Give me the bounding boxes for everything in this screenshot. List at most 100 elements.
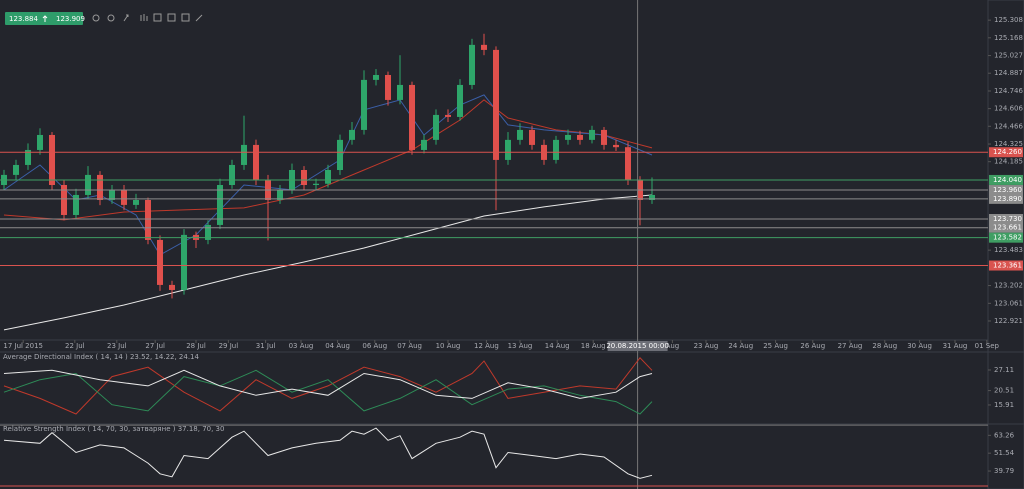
candle-body: [300, 170, 307, 185]
candle-body: [96, 174, 103, 200]
candle-body: [144, 199, 151, 240]
price-level-badge: [989, 214, 1023, 225]
y-tick-label: 20.51: [994, 387, 1014, 395]
panel-title: Relative Strength Index ( 14, 70, 30, за…: [3, 425, 224, 433]
x-tick-label: 30 Aug: [907, 342, 932, 350]
price-level-badge: [989, 147, 1023, 158]
price-level-label: 123.582: [993, 234, 1022, 242]
candle-body: [444, 114, 451, 117]
y-tick-label: 124.185: [994, 158, 1023, 166]
x-tick-label: 27 Aug: [838, 342, 863, 350]
indicator-icon[interactable]: [123, 14, 129, 22]
y-tick-label: 39.79: [994, 467, 1014, 475]
candle-body: [648, 194, 655, 200]
x-tick-label: 17 Jul 2015: [3, 342, 43, 350]
candle-body: [408, 84, 415, 150]
candle-body: [624, 147, 631, 180]
candle-body: [36, 134, 43, 150]
x-tick-label: 23 Jul: [107, 342, 127, 350]
price-level-badge: [989, 260, 1023, 271]
candle-body: [504, 139, 511, 160]
y-tick-label: 124.325: [994, 140, 1023, 148]
y-tick-label: 125.168: [994, 34, 1023, 42]
price-level-badge: [989, 174, 1023, 185]
candle-body: [456, 84, 463, 117]
y-tick-label: 123.202: [994, 282, 1023, 290]
candle-body: [228, 164, 235, 185]
price-level-label: 123.661: [993, 224, 1022, 232]
x-tick-label: 22 Jul: [65, 342, 85, 350]
candle-body: [216, 184, 223, 225]
y-tick-label: 63.26: [994, 431, 1015, 439]
candle-body: [324, 170, 331, 184]
screenshot-icon[interactable]: [181, 13, 190, 22]
candle-body: [396, 84, 403, 100]
x-tick-label: 31 Aug: [943, 342, 968, 350]
ask-price: 123.909: [56, 15, 85, 23]
y-tick-label: 15.91: [994, 401, 1014, 409]
x-tick-label: 01 Sep: [975, 342, 1000, 350]
x-tick-label: 23 Aug: [694, 342, 719, 350]
crosshair-label: 20.08.2015 00:00: [606, 342, 668, 350]
candle-body: [468, 44, 475, 85]
candle-body: [132, 199, 139, 205]
x-tick-label: 12 Aug: [474, 342, 499, 350]
y-tick-label: 124.746: [994, 87, 1023, 95]
candle-body: [12, 164, 19, 175]
candle-body: [204, 224, 211, 240]
price-level-label: 124.040: [993, 176, 1022, 184]
x-tick-label: 13 Aug: [508, 342, 533, 350]
x-tick-label: 04 Aug: [325, 342, 350, 350]
x-tick-label: Aug: [666, 342, 680, 350]
x-tick-label: 18 Aug: [581, 342, 606, 350]
price-level-label: 123.730: [993, 215, 1022, 223]
candle-body: [564, 134, 571, 140]
template-icon[interactable]: [153, 13, 162, 22]
x-tick-label: 29 Jul: [219, 342, 239, 350]
panel-title: Average Directional Index ( 14, 14 ) 23.…: [3, 353, 200, 361]
toolbar: 123.884 123.909: [5, 12, 203, 25]
candle-body: [432, 114, 439, 140]
y-tick-label: 123.061: [994, 299, 1023, 307]
candle-body: [24, 149, 31, 165]
y-tick-label: 51.54: [994, 449, 1015, 457]
candle-body: [156, 239, 163, 285]
price-level-badge: [989, 193, 1023, 204]
crosshair-badge: [607, 341, 668, 351]
indicator-line: [3, 427, 653, 479]
candle-body: [552, 139, 559, 160]
zoom-in-icon[interactable]: [107, 14, 115, 22]
candle-body: [480, 44, 487, 50]
price-level-badge: [989, 222, 1023, 233]
x-tick-label: 03 Aug: [289, 342, 314, 350]
y-tick-label: 122.921: [994, 317, 1023, 325]
candle-body: [600, 129, 607, 145]
draw-icon[interactable]: [167, 13, 176, 22]
y-tick-label: 124.466: [994, 122, 1023, 130]
moving-average: [3, 99, 653, 221]
y-tick-label: 27.11: [994, 366, 1014, 374]
candle-body: [576, 134, 583, 140]
candle-body: [252, 144, 259, 180]
y-tick-label: 125.308: [994, 16, 1023, 24]
x-tick-label: 26 Aug: [800, 342, 825, 350]
candle-body: [384, 74, 391, 100]
x-tick-label: 06 Aug: [362, 342, 387, 350]
bid-price: 123.884: [9, 15, 38, 23]
line-tool-icon[interactable]: [195, 14, 203, 22]
price-level-label: 123.361: [993, 262, 1022, 270]
price-level-label: 123.960: [993, 186, 1022, 194]
zoom-out-icon[interactable]: [92, 14, 100, 22]
y-tick-label: 125.027: [994, 52, 1023, 60]
chart-type-icon[interactable]: [140, 14, 148, 21]
price-level-label: 123.890: [993, 195, 1022, 203]
candle-body: [312, 183, 319, 185]
candle-body: [528, 129, 535, 145]
price-level-badge: [989, 185, 1023, 196]
price-level-label: 124.260: [993, 148, 1022, 156]
x-tick-label: 31 Jul: [256, 342, 276, 350]
quote-box[interactable]: [5, 12, 83, 25]
indicator-line: [3, 369, 653, 399]
